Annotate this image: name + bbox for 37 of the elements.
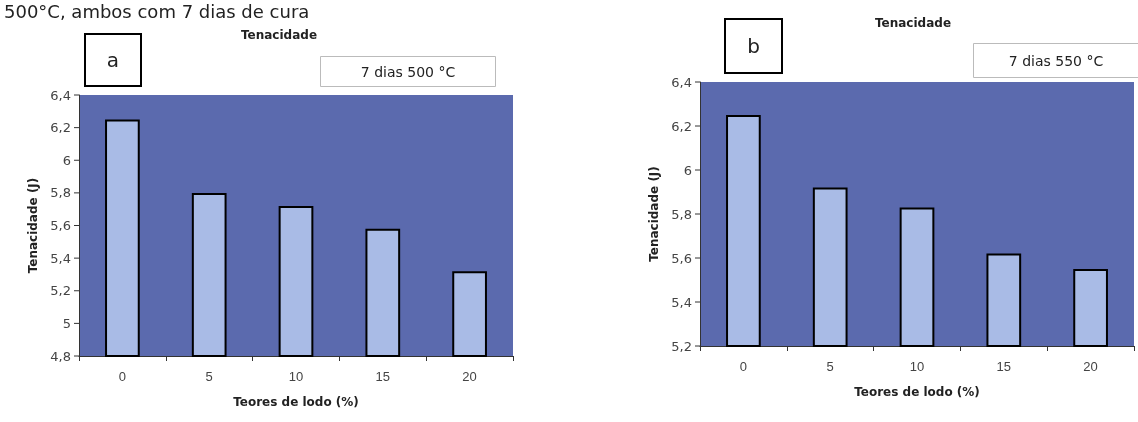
x-tick-label: 10 bbox=[288, 369, 304, 384]
y-tick-label: 5,6 bbox=[671, 250, 692, 266]
y-tick-label: 5,8 bbox=[50, 185, 71, 201]
y-axis-title: Tenacidade (J) bbox=[26, 177, 40, 274]
x-tick-label: 0 bbox=[118, 369, 127, 384]
y-tick-label: 6,2 bbox=[671, 118, 692, 134]
x-tick-label: 5 bbox=[826, 359, 834, 374]
y-tick-label: 5,6 bbox=[50, 218, 71, 233]
y-tick-label: 5,4 bbox=[50, 250, 71, 266]
y-tick-label: 5 bbox=[62, 315, 71, 331]
x-tick-label: 5 bbox=[205, 369, 213, 384]
x-tick-label: 0 bbox=[739, 359, 748, 374]
text: b bbox=[747, 34, 760, 58]
x-axis-title: Teores de lodo (%) bbox=[233, 395, 359, 409]
y-tick-label: 4,8 bbox=[50, 348, 71, 364]
text: 7 dias 500 °C bbox=[360, 63, 456, 80]
y-axis-title: Tenacidade (J) bbox=[647, 166, 661, 262]
y-tick-label: 5,2 bbox=[50, 283, 71, 299]
y-tick-label: 5,8 bbox=[671, 206, 692, 222]
x-tick-label: 20 bbox=[462, 369, 477, 384]
y-tick-label: 5,4 bbox=[671, 294, 692, 310]
chart-title: Tenacidade bbox=[241, 28, 318, 42]
x-tick-label: 15 bbox=[996, 359, 1012, 374]
chart-title: Tenacidade bbox=[875, 16, 952, 30]
x-tick-label: 10 bbox=[909, 359, 925, 374]
y-tick-label: 6 bbox=[62, 152, 71, 168]
y-tick-label: 6 bbox=[683, 162, 692, 178]
x-axis-title: Teores de lodo (%) bbox=[854, 385, 980, 399]
y-tick-label: 6,2 bbox=[50, 120, 71, 136]
x-tick-label: 20 bbox=[1083, 359, 1098, 374]
text: a bbox=[106, 48, 120, 72]
text: 500°C, ambos com 7 dias de cura bbox=[4, 0, 310, 22]
y-tick-label: 6,4 bbox=[671, 74, 692, 90]
y-tick-label: 5,2 bbox=[671, 338, 692, 354]
text: 7 dias 550 °C bbox=[1008, 52, 1104, 69]
x-tick-label: 15 bbox=[375, 369, 391, 384]
y-tick-label: 6,4 bbox=[50, 87, 71, 103]
